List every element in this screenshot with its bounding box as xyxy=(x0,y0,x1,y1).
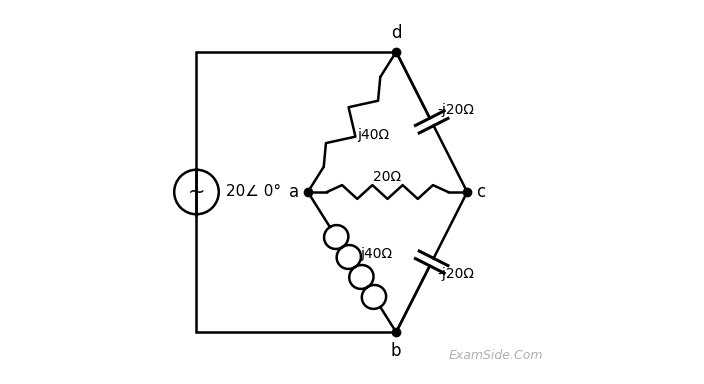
Text: j40Ω: j40Ω xyxy=(360,247,392,261)
Text: c: c xyxy=(476,183,485,201)
Text: ExamSide.Com: ExamSide.Com xyxy=(448,349,543,362)
Text: -j20Ω: -j20Ω xyxy=(437,103,474,117)
Text: j40Ω: j40Ω xyxy=(357,128,389,142)
Text: 20∠ 0°: 20∠ 0° xyxy=(226,184,281,200)
Text: d: d xyxy=(391,24,401,42)
Text: ~: ~ xyxy=(188,182,206,202)
Text: b: b xyxy=(391,342,401,360)
Text: -j20Ω: -j20Ω xyxy=(437,267,474,281)
Text: 20Ω: 20Ω xyxy=(373,170,401,184)
Text: a: a xyxy=(289,183,299,201)
